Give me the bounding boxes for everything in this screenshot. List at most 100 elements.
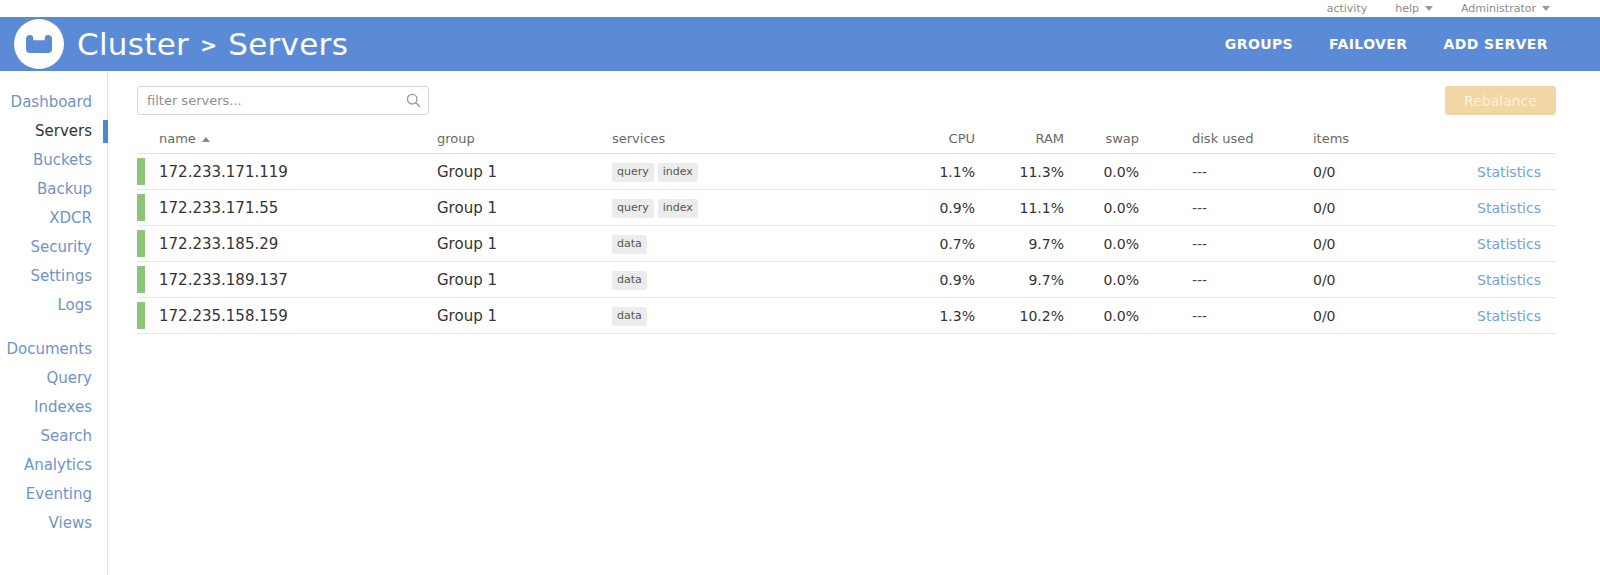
data-service-badge: data — [612, 271, 647, 289]
server-swap: 0.0% — [1064, 272, 1139, 288]
data-service-badge: data — [612, 235, 647, 253]
server-services: queryindex — [612, 197, 890, 217]
column-header-services[interactable]: services — [612, 131, 890, 146]
server-statistics-cell: Statistics — [1469, 235, 1556, 253]
server-statistics-cell: Statistics — [1469, 199, 1556, 217]
column-header-ram[interactable]: RAM — [975, 131, 1064, 146]
server-cpu: 0.7% — [890, 236, 975, 252]
header-actions: GROUPS FAILOVER ADD SERVER — [1225, 36, 1548, 52]
sidebar-item-dashboard[interactable]: Dashboard — [0, 88, 107, 117]
statistics-link[interactable]: Statistics — [1477, 272, 1541, 288]
breadcrumb-current: Servers — [228, 26, 348, 62]
server-group: Group 1 — [437, 307, 612, 325]
server-cpu: 1.1% — [890, 164, 975, 180]
server-group: Group 1 — [437, 271, 612, 289]
statistics-link[interactable]: Statistics — [1477, 200, 1541, 216]
column-header-cpu[interactable]: CPU — [890, 131, 975, 146]
server-disk-used: --- — [1139, 236, 1299, 252]
breadcrumb: Cluster > Servers — [77, 26, 348, 62]
help-label: help — [1395, 2, 1419, 15]
sidebar-item-documents[interactable]: Documents — [0, 335, 107, 364]
server-group: Group 1 — [437, 163, 612, 181]
activity-link[interactable]: activity — [1327, 2, 1368, 15]
server-ram: 11.1% — [975, 200, 1064, 216]
table-row[interactable]: 172.233.171.55 Group 1 queryindex 0.9% 1… — [137, 190, 1556, 226]
sidebar-item-settings[interactable]: Settings — [0, 262, 107, 291]
server-disk-used: --- — [1139, 164, 1299, 180]
server-name: 172.233.171.119 — [159, 163, 288, 181]
server-swap: 0.0% — [1064, 200, 1139, 216]
server-name: 172.235.158.159 — [159, 307, 288, 325]
server-name-cell: 172.233.185.29 — [137, 235, 437, 253]
table-row[interactable]: 172.233.189.137 Group 1 data 0.9% 9.7% 0… — [137, 262, 1556, 298]
activity-label: activity — [1327, 2, 1368, 15]
server-ram: 9.7% — [975, 272, 1064, 288]
sidebar-group: DocumentsQueryIndexesSearchAnalyticsEven… — [0, 335, 107, 538]
table-row[interactable]: 172.235.158.159 Group 1 data 1.3% 10.2% … — [137, 298, 1556, 334]
table-row[interactable]: 172.233.185.29 Group 1 data 0.7% 9.7% 0.… — [137, 226, 1556, 262]
caret-down-icon — [1425, 6, 1433, 11]
query-service-badge: query — [612, 199, 654, 217]
sidebar-item-security[interactable]: Security — [0, 233, 107, 262]
search-icon — [406, 93, 421, 108]
filter-servers-input[interactable] — [137, 86, 429, 115]
server-cpu: 0.9% — [890, 272, 975, 288]
server-ram: 11.3% — [975, 164, 1064, 180]
server-name-cell: 172.235.158.159 — [137, 307, 437, 325]
groups-button[interactable]: GROUPS — [1225, 36, 1293, 52]
server-health-indicator — [137, 194, 145, 221]
sidebar-item-eventing[interactable]: Eventing — [0, 480, 107, 509]
server-services: data — [612, 305, 890, 325]
query-service-badge: query — [612, 163, 654, 181]
server-table-body: 172.233.171.119 Group 1 queryindex 1.1% … — [137, 154, 1556, 334]
sidebar-item-query[interactable]: Query — [0, 364, 107, 393]
server-name: 172.233.189.137 — [159, 271, 288, 289]
server-swap: 0.0% — [1064, 308, 1139, 324]
server-cpu: 0.9% — [890, 200, 975, 216]
server-name-cell: 172.233.171.119 — [137, 163, 437, 181]
sidebar-item-views[interactable]: Views — [0, 509, 107, 538]
server-ram: 9.7% — [975, 236, 1064, 252]
server-disk-used: --- — [1139, 272, 1299, 288]
server-statistics-cell: Statistics — [1469, 163, 1556, 181]
column-header-items[interactable]: items — [1299, 131, 1469, 146]
sidebar-item-indexes[interactable]: Indexes — [0, 393, 107, 422]
sidebar-item-buckets[interactable]: Buckets — [0, 146, 107, 175]
sidebar-item-servers[interactable]: Servers — [0, 117, 107, 146]
statistics-link[interactable]: Statistics — [1477, 236, 1541, 252]
server-disk-used: --- — [1139, 308, 1299, 324]
add-server-button[interactable]: ADD SERVER — [1443, 36, 1548, 52]
breadcrumb-root: Cluster — [77, 26, 189, 62]
column-header-disk-used[interactable]: disk used — [1139, 131, 1299, 146]
column-header-name[interactable]: name — [137, 131, 437, 146]
table-row[interactable]: 172.233.171.119 Group 1 queryindex 1.1% … — [137, 154, 1556, 190]
server-group: Group 1 — [437, 235, 612, 253]
sidebar-item-backup[interactable]: Backup — [0, 175, 107, 204]
sidebar-item-search[interactable]: Search — [0, 422, 107, 451]
server-services: data — [612, 233, 890, 253]
sidebar-group: DashboardServersBucketsBackupXDCRSecurit… — [0, 88, 107, 320]
rebalance-button[interactable]: Rebalance — [1445, 86, 1556, 115]
filter-field-wrap — [137, 86, 429, 115]
couchbase-logo[interactable] — [13, 18, 65, 70]
column-header-group[interactable]: group — [437, 131, 612, 146]
user-menu[interactable]: Administrator — [1461, 2, 1550, 15]
statistics-link[interactable]: Statistics — [1477, 308, 1541, 324]
server-swap: 0.0% — [1064, 164, 1139, 180]
failover-button[interactable]: FAILOVER — [1329, 36, 1407, 52]
server-health-indicator — [137, 230, 145, 257]
caret-down-icon — [1542, 6, 1550, 11]
sidebar-item-xdcr[interactable]: XDCR — [0, 204, 107, 233]
server-ram: 10.2% — [975, 308, 1064, 324]
index-service-badge: index — [658, 163, 698, 181]
server-items: 0/0 — [1299, 308, 1469, 324]
server-table-header: name group services CPU RAM swap disk us… — [137, 124, 1556, 154]
statistics-link[interactable]: Statistics — [1477, 164, 1541, 180]
sidebar-item-analytics[interactable]: Analytics — [0, 451, 107, 480]
sidebar-item-logs[interactable]: Logs — [0, 291, 107, 320]
sort-ascending-icon — [202, 137, 210, 142]
column-header-swap[interactable]: swap — [1064, 131, 1139, 146]
help-menu[interactable]: help — [1395, 2, 1433, 15]
server-name: 172.233.171.55 — [159, 199, 278, 217]
user-label: Administrator — [1461, 2, 1536, 15]
